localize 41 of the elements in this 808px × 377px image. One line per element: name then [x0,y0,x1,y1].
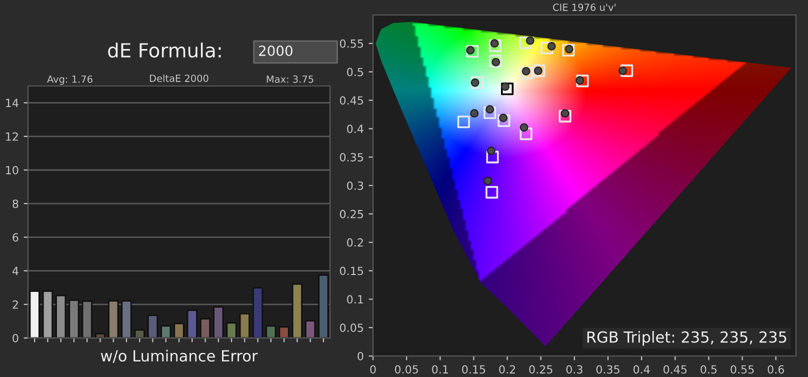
x-tick-label: 0.45 [664,365,687,374]
y-tick-label: 0.4 [347,124,364,134]
y-tick-label: 4 [12,266,18,276]
x-axis-title: w/o Luminance Error [100,350,258,363]
x-tick-label: 0.3 [566,365,582,374]
x-tick-label: 0.15 [462,365,486,374]
x-tick-label: 0.25 [529,365,552,374]
y-tick-label: 0.3 [347,181,364,190]
y-tick-label: 0.45 [340,96,363,105]
x-tick-label: 0.55 [730,365,754,374]
x-tick-label: 0 [370,365,376,374]
y-tick-label: 0.25 [340,210,363,218]
annotation: RGB Triplet: 235, 235, 235 [587,330,786,346]
x-tick-label: 0.1 [432,365,448,374]
x-tick-label: 0.35 [596,365,620,374]
y-tick-label: 0.55 [340,39,363,48]
y-tick-label: 6 [12,233,18,242]
x-tick-label: 0.4 [633,365,650,374]
chart-title: CIE 1976 u'v' [553,4,616,11]
x-tick-label: 0.05 [394,365,418,374]
y-tick-label: 0.5 [347,68,363,76]
y-tick-label: 12 [6,132,18,141]
y-tick-label: 0.15 [340,266,363,276]
y-tick-label: 0.1 [347,295,363,304]
y-tick-label: 2 [12,300,18,309]
text: Max: 3.75 [266,75,314,83]
text: Avg: 1.76 [47,75,92,85]
x-tick-label: 0.6 [768,365,784,374]
y-tick-label: 8 [12,200,18,208]
y-tick-label: 0.05 [340,324,363,332]
y-tick-label: 0 [358,352,364,360]
y-tick-label: 0.2 [347,238,363,247]
text: 2000 [259,46,292,56]
y-tick-label: 0 [12,334,18,342]
y-tick-label: 10 [6,166,18,174]
x-tick-label: 0.5 [700,365,717,374]
y-tick-label: 14 [6,98,18,108]
chart-title: DeltaE 2000 [150,74,208,82]
x-tick-label: 0.2 [499,365,516,374]
y-tick-label: 0.35 [340,153,363,162]
text: dE Formula: [108,42,221,58]
